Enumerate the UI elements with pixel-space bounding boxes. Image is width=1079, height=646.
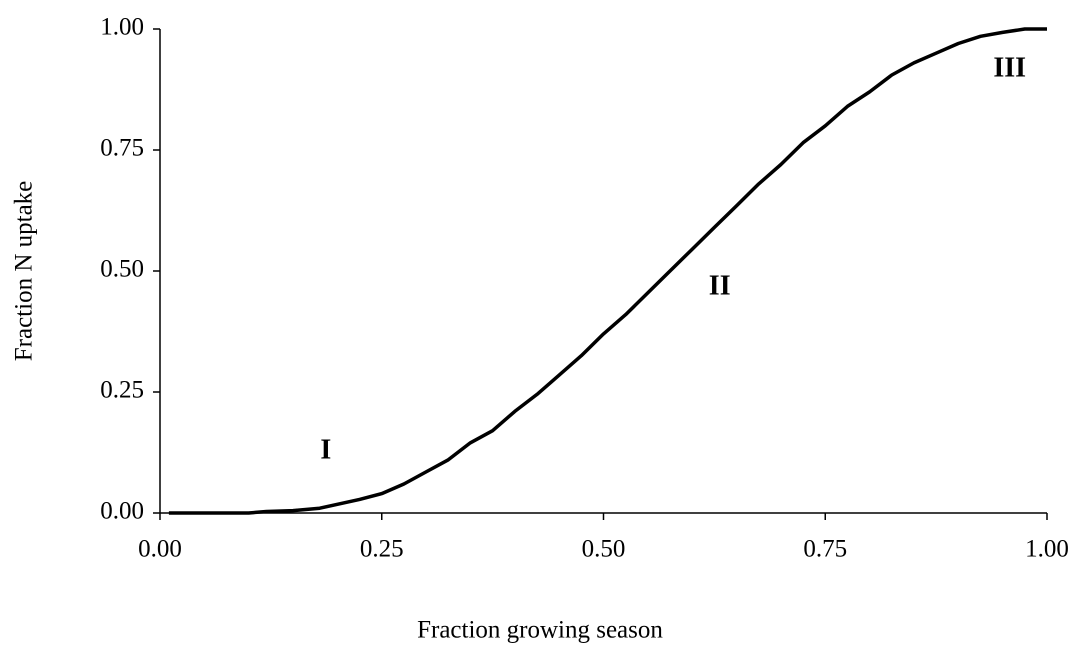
y-tick-label: 0.50	[100, 256, 144, 283]
x-tick-label: 0.75	[803, 536, 847, 563]
x-tick-label: 0.00	[138, 536, 182, 563]
x-tick-label: 0.50	[582, 536, 626, 563]
annotation: I	[320, 434, 331, 465]
y-axis-title: Fraction N uptake	[11, 181, 38, 362]
x-tick-label: 1.00	[1025, 536, 1069, 563]
y-tick-label: 0.75	[100, 135, 144, 162]
y-tick-label: 0.25	[100, 377, 144, 404]
annotation: III	[993, 53, 1026, 84]
data-line	[168, 27, 1047, 515]
y-tick-label: 0.00	[100, 498, 144, 525]
y-tick-label: 1.00	[100, 14, 144, 41]
annotation: II	[709, 270, 731, 301]
x-axis-title: Fraction growing season	[417, 617, 663, 644]
x-tick-label: 0.25	[360, 536, 404, 563]
